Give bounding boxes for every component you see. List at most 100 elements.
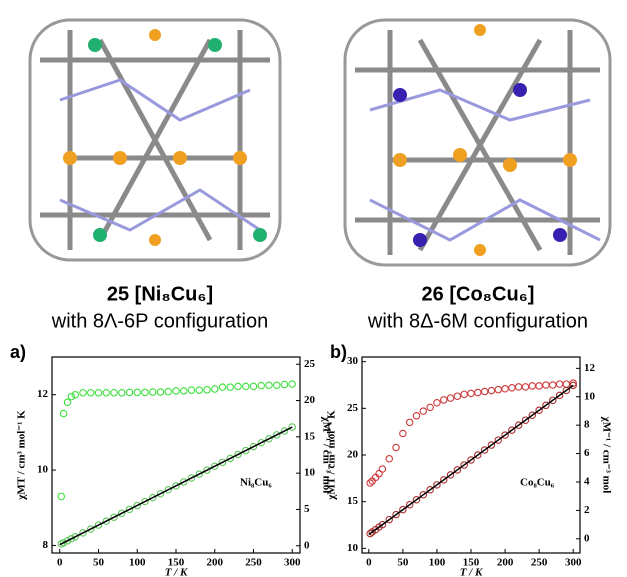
x-tick-label: 100 <box>429 557 446 569</box>
caption-config: with 8Λ-6P configuration <box>51 310 268 332</box>
data-point <box>165 388 171 394</box>
y-axis-label: χMT / cm³ mol⁻¹ K <box>326 410 338 501</box>
data-point <box>550 382 556 388</box>
fit-line <box>369 385 573 534</box>
data-point <box>379 466 385 472</box>
y2-tick-label: 20 <box>304 394 316 406</box>
data-point <box>563 381 569 387</box>
data-point <box>481 388 487 394</box>
data-point <box>475 389 481 395</box>
plot-frame <box>362 357 580 553</box>
y-tick-label: 12 <box>37 388 49 400</box>
x-axis-label: T / K <box>460 567 483 577</box>
y-tick-label: 10 <box>37 464 49 476</box>
y-tick-label: 10 <box>347 542 359 554</box>
x-tick-label: 0 <box>366 557 372 569</box>
y-tick-label: 8 <box>43 539 49 551</box>
data-point <box>250 383 256 389</box>
x-tick-label: 250 <box>531 557 548 569</box>
data-point <box>181 388 187 394</box>
data-point <box>529 383 535 389</box>
data-point <box>60 410 66 416</box>
y2-tick-label: 12 <box>584 362 596 374</box>
x-tick-label: 300 <box>284 557 301 569</box>
data-point <box>196 387 202 393</box>
data-point <box>243 383 249 389</box>
data-point <box>258 382 264 388</box>
y2-tick-label: 10 <box>304 467 316 479</box>
x-tick-label: 200 <box>207 557 224 569</box>
data-point <box>447 395 453 401</box>
y2-tick-label: 5 <box>304 503 310 515</box>
y-axis-label: χMT / cm³ mol⁻¹ K <box>16 410 28 501</box>
data-point <box>461 391 467 397</box>
data-point <box>420 408 426 414</box>
data-point <box>142 389 148 395</box>
data-point <box>88 390 94 396</box>
y2-tick-label: 0 <box>584 532 590 544</box>
data-point <box>427 404 433 410</box>
data-point <box>119 390 125 396</box>
caption-label: 26 [Co₈Cu₆] <box>422 283 535 305</box>
annotation: Ni₈Cu₆ <box>240 477 272 489</box>
molecule-ni8cu6 <box>30 20 280 260</box>
molecule-co8cu6 <box>345 20 610 265</box>
data-point <box>173 388 179 394</box>
y2-axis-label: χM⁻¹ / cm⁻³ mol <box>600 416 612 494</box>
data-point <box>488 387 494 393</box>
data-point <box>406 419 412 425</box>
data-point <box>434 400 440 406</box>
x-tick-label: 300 <box>565 557 582 569</box>
data-point <box>543 382 549 388</box>
data-point <box>386 456 392 462</box>
y-tick-label: 15 <box>347 495 359 507</box>
data-point <box>126 389 132 395</box>
data-point <box>58 493 64 499</box>
x-tick-label: 50 <box>397 557 409 569</box>
data-point <box>212 386 218 392</box>
data-point <box>289 381 295 387</box>
data-point <box>157 389 163 395</box>
data-point <box>80 390 86 396</box>
data-point <box>150 389 156 395</box>
data-point <box>204 387 210 393</box>
data-point <box>68 393 74 399</box>
data-point <box>72 391 78 397</box>
data-point <box>522 384 528 390</box>
data-point <box>441 397 447 403</box>
data-point <box>495 386 501 392</box>
x-axis-label: T / K <box>165 567 188 577</box>
data-point <box>111 390 117 396</box>
y2-tick-label: 0 <box>304 539 310 551</box>
y-tick-label: 25 <box>347 402 359 414</box>
data-point <box>502 386 508 392</box>
data-point <box>227 384 233 390</box>
data-point <box>235 383 241 389</box>
figure: 25 [Ni₈Cu₆] with 8Λ-6P configuration 26 … <box>0 0 627 577</box>
caption-label: 25 [Ni₈Cu₆] <box>107 283 213 305</box>
x-tick-label: 0 <box>57 557 63 569</box>
panel-label: a) <box>10 342 26 362</box>
y2-tick-label: 2 <box>584 504 590 516</box>
y2-tick-label: 6 <box>584 447 590 459</box>
y2-tick-label: 10 <box>584 390 596 402</box>
data-point <box>468 390 474 396</box>
y-tick-label: 20 <box>347 449 359 461</box>
data-point <box>274 382 280 388</box>
x-tick-label: 100 <box>129 557 146 569</box>
caption-config: with 8Δ-6M configuration <box>367 310 588 332</box>
data-point <box>536 383 542 389</box>
y-tick-label: 30 <box>347 355 359 367</box>
data-point <box>454 393 460 399</box>
data-point <box>509 385 515 391</box>
data-point <box>188 387 194 393</box>
data-point <box>413 413 419 419</box>
data-point <box>64 399 70 405</box>
data-point <box>393 444 399 450</box>
data-point <box>289 424 295 430</box>
data-point <box>556 381 562 387</box>
y2-tick-label: 25 <box>304 358 316 370</box>
data-point <box>219 384 225 390</box>
data-point <box>400 430 406 436</box>
y2-tick-label: 4 <box>584 476 590 488</box>
